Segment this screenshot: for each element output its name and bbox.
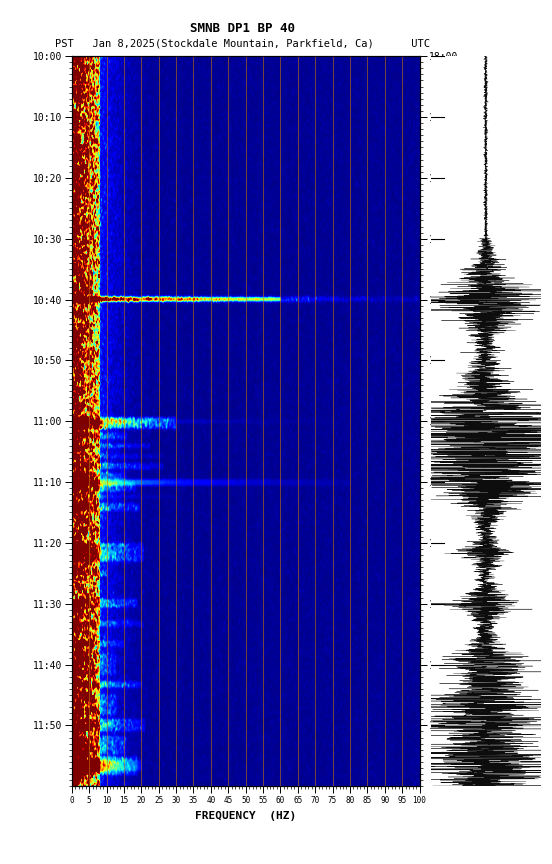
X-axis label: FREQUENCY  (HZ): FREQUENCY (HZ) [195,810,296,821]
Text: PST   Jan 8,2025(Stockdale Mountain, Parkfield, Ca)      UTC: PST Jan 8,2025(Stockdale Mountain, Parkf… [55,39,431,49]
Text: SMNB DP1 BP 40: SMNB DP1 BP 40 [190,22,295,35]
